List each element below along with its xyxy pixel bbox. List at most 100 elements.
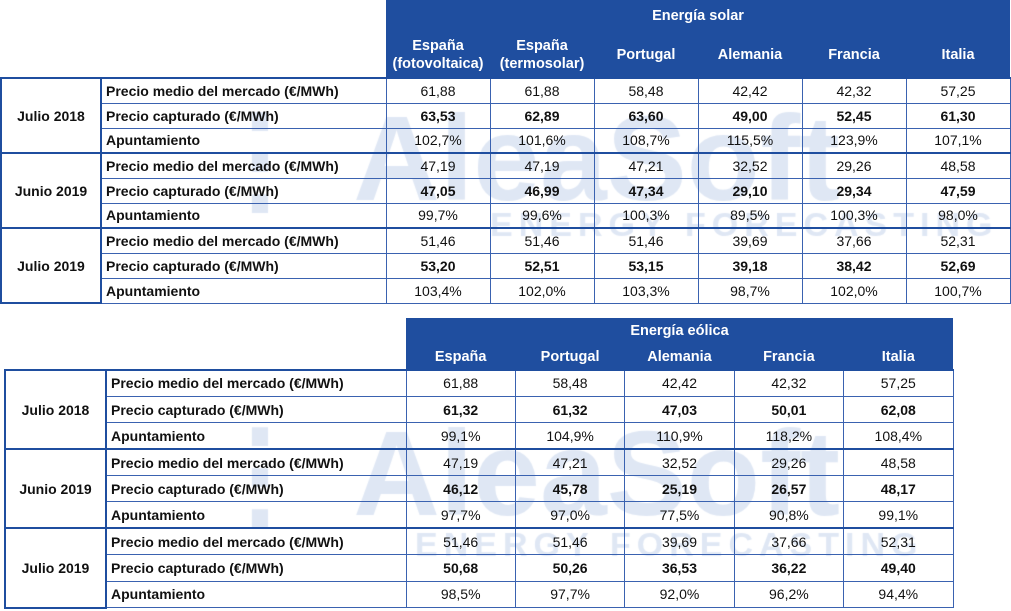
- table-row: Julio 2018 Precio medio del mercado (€/MW…: [4, 368, 954, 451]
- apuntamiento-cell: 100,7%: [905, 277, 1011, 304]
- table-row: Apuntamiento 98,5% 97,7% 92,0% 96,2% 94,4%: [5, 580, 954, 609]
- market-price-cell: 57,25: [843, 368, 954, 397]
- captured-price-cell: 36,53: [624, 554, 735, 582]
- row-label: Apuntamiento: [100, 277, 387, 304]
- captured-price-cell: 36,22: [733, 554, 845, 582]
- row-label: Precio capturado (€/MWh): [105, 395, 407, 424]
- market-price-cell: 51,46: [514, 527, 626, 556]
- column-header: Alemania: [624, 344, 735, 370]
- apuntamiento-cell: 77,5%: [624, 501, 735, 529]
- market-price-cell: 32,52: [624, 448, 735, 477]
- column-header-line: Francia: [763, 348, 815, 365]
- captured-price-cell: 47,03: [624, 395, 735, 424]
- row-label: Precio medio del mercado (€/MWh): [100, 152, 387, 179]
- apuntamiento-cell: 89,5%: [697, 202, 803, 229]
- market-price-cell: 42,42: [624, 368, 735, 397]
- captured-price-cell: 47,34: [593, 177, 699, 204]
- header-title-row: Energía eólica: [5, 318, 953, 370]
- captured-price-cell: 26,57: [733, 475, 845, 503]
- column-header-line: Portugal: [616, 46, 676, 63]
- apuntamiento-cell: 98,0%: [905, 202, 1011, 229]
- column-header: Francia: [734, 344, 844, 370]
- period-label: Julio 2019: [0, 227, 102, 304]
- apuntamiento-cell: 100,3%: [593, 202, 699, 229]
- period-label: Junio 2019: [0, 152, 102, 229]
- market-price-cell: 47,19: [385, 152, 491, 179]
- column-header: Francia: [802, 32, 906, 78]
- captured-price-cell: 47,05: [385, 177, 491, 204]
- table-row: Apuntamiento 99,7% 99,6% 100,3% 89,5% 100,3% 9…: [1, 202, 1011, 229]
- period-label: Junio 2019: [4, 448, 107, 530]
- row-label: Apuntamiento: [105, 580, 407, 609]
- apuntamiento-cell: 96,2%: [733, 580, 845, 609]
- column-header-line: Portugal: [540, 348, 600, 365]
- row-label: Precio capturado (€/MWh): [105, 475, 407, 503]
- table-row: Precio capturado (€/MWh) 53,20 52,51 53,15 3…: [1, 252, 1011, 279]
- captured-price-cell: 50,68: [405, 554, 516, 582]
- market-price-cell: 47,21: [514, 448, 626, 477]
- column-header-line: Francia: [828, 46, 880, 63]
- row-label: Precio medio del mercado (€/MWh): [105, 368, 407, 397]
- table-row: Julio 2018 Precio medio del mercado (€/MW…: [0, 77, 1011, 154]
- row-label: Apuntamiento: [100, 202, 387, 229]
- captured-price-cell: 29,34: [801, 177, 907, 204]
- apuntamiento-cell: 118,2%: [733, 422, 845, 450]
- column-header: Italia: [843, 344, 953, 370]
- market-price-cell: 61,88: [385, 77, 491, 104]
- market-price-cell: 52,31: [843, 527, 954, 556]
- apuntamiento-cell: 110,9%: [624, 422, 735, 450]
- apuntamiento-cell: 103,4%: [385, 277, 491, 304]
- column-header-line: España: [434, 348, 487, 365]
- column-header: España (fotovoltaica): [386, 32, 490, 78]
- table-row: Apuntamiento 99,1% 104,9% 110,9% 118,2% 108,4…: [5, 422, 954, 450]
- market-price-cell: 58,48: [514, 368, 626, 397]
- market-price-cell: 47,21: [593, 152, 699, 179]
- captured-price-cell: 50,01: [733, 395, 845, 424]
- captured-price-cell: 61,32: [405, 395, 516, 424]
- apuntamiento-cell: 97,7%: [405, 501, 516, 529]
- market-price-cell: 47,19: [405, 448, 516, 477]
- column-header: Portugal: [594, 32, 698, 78]
- market-price-cell: 61,88: [489, 77, 595, 104]
- captured-price-cell: 47,59: [905, 177, 1011, 204]
- captured-price-cell: 38,42: [801, 252, 907, 279]
- row-label: Precio medio del mercado (€/MWh): [100, 227, 387, 254]
- market-price-cell: 51,46: [385, 227, 491, 254]
- row-label: Precio medio del mercado (€/MWh): [105, 527, 407, 556]
- column-header: España: [406, 344, 516, 370]
- captured-price-cell: 62,08: [843, 395, 954, 424]
- market-price-cell: 51,46: [405, 527, 516, 556]
- table-title: Energía eólica: [406, 318, 953, 344]
- captured-price-cell: 63,53: [385, 102, 491, 129]
- table-row: Precio capturado (€/MWh) 47,05 46,99 47,34 2…: [1, 177, 1011, 204]
- row-label: Apuntamiento: [105, 501, 407, 529]
- captured-price-cell: 63,60: [593, 102, 699, 129]
- column-header-line: Italia: [881, 348, 915, 365]
- apuntamiento-cell: 107,1%: [905, 127, 1011, 154]
- captured-price-cell: 49,40: [843, 554, 954, 582]
- apuntamiento-cell: 102,0%: [489, 277, 595, 304]
- apuntamiento-cell: 102,7%: [385, 127, 491, 154]
- column-header-line: España: [516, 37, 568, 54]
- market-price-cell: 48,58: [843, 448, 954, 477]
- table-row: Junio 2019 Precio medio del mercado (€/MW…: [0, 152, 1011, 229]
- blank-corner: [5, 318, 406, 370]
- apuntamiento-cell: 108,7%: [593, 127, 699, 154]
- column-header: Italia: [906, 32, 1010, 78]
- captured-price-cell: 29,10: [697, 177, 803, 204]
- table-row: Apuntamiento 103,4% 102,0% 103,3% 98,7% 102,0…: [1, 277, 1011, 304]
- column-header: Portugal: [515, 344, 625, 370]
- row-label: Precio capturado (€/MWh): [100, 102, 387, 129]
- market-price-cell: 51,46: [593, 227, 699, 254]
- apuntamiento-cell: 90,8%: [733, 501, 845, 529]
- row-label: Apuntamiento: [100, 127, 387, 154]
- table-row: Apuntamiento 97,7% 97,0% 77,5% 90,8% 99,1%: [5, 501, 954, 529]
- apuntamiento-cell: 100,3%: [801, 202, 907, 229]
- apuntamiento-cell: 94,4%: [843, 580, 954, 609]
- captured-price-cell: 53,15: [593, 252, 699, 279]
- captured-price-cell: 62,89: [489, 102, 595, 129]
- apuntamiento-cell: 98,5%: [405, 580, 516, 609]
- header-title-row: Energía solar: [1, 0, 1010, 78]
- row-label: Apuntamiento: [105, 422, 407, 450]
- solar-energy-table: Energía solar España (fotovoltaica) España(…: [0, 0, 1011, 304]
